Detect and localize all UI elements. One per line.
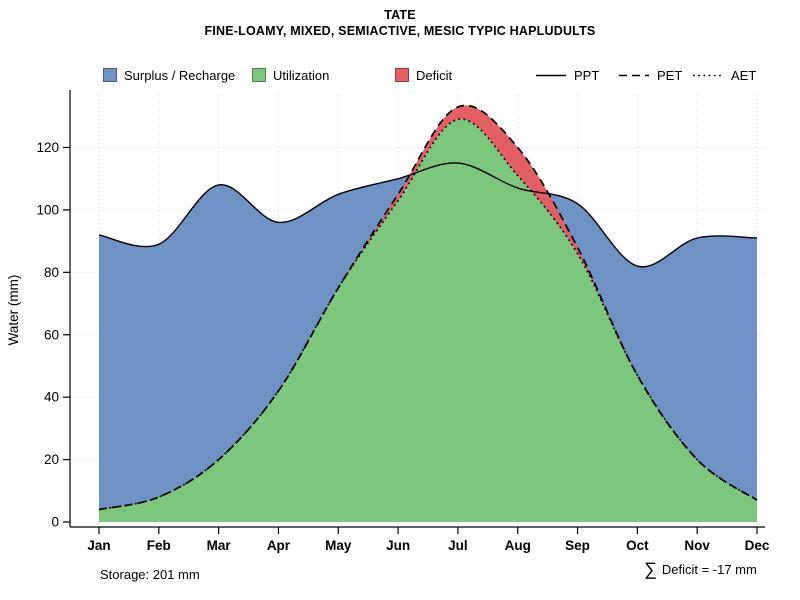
ppt-line-icon [536, 74, 566, 77]
y-tick-label: 60 [44, 327, 59, 342]
deficit-text: Deficit = -17 mm [661, 561, 757, 577]
legend-item-utilization: Utilization [252, 66, 329, 84]
x-tick-label: Jul [448, 538, 468, 553]
utilization-area [99, 119, 757, 522]
legend-item-ppt: PPT [535, 66, 599, 84]
x-tick-label: Nov [684, 538, 710, 553]
aet-line [98, 118, 758, 511]
x-tick-label: Feb [147, 538, 171, 553]
deficit-area [338, 105, 638, 376]
legend-label-pet: PET [657, 67, 683, 83]
legend-item-pet: PET [618, 66, 682, 84]
legend-label-deficit: Deficit [416, 67, 453, 83]
y-tick-label: 100 [36, 202, 59, 217]
x-tick-label: Dec [745, 538, 770, 553]
y-tick-label: 20 [44, 452, 59, 467]
page-title: TATE [384, 8, 416, 22]
x-tick-label: Oct [626, 538, 649, 553]
y-tick-label: 0 [51, 515, 59, 530]
chart-legend: Surplus / Recharge Utilization Deficit P… [0, 66, 800, 86]
legend-label-ppt: PPT [574, 67, 600, 83]
utilization-swatch-icon [252, 68, 266, 82]
y-tick-label: 80 [44, 265, 59, 280]
chart-subtitle: FINE-LOAMY, MIXED, SEMIACTIVE, MESIC TYP… [204, 24, 596, 38]
legend-item-aet: AET [692, 66, 756, 84]
x-tick-label: Apr [267, 538, 291, 553]
ppt-line [98, 162, 758, 268]
y-tick-label: 40 [44, 390, 59, 405]
legend-item-deficit: Deficit [395, 66, 452, 84]
x-tick-label: May [325, 538, 352, 553]
x-tick-label: Aug [505, 538, 531, 553]
deficit-swatch-icon [395, 68, 409, 82]
x-tick-label: Mar [207, 538, 232, 553]
deficit-annotation: ∑ Deficit = -17 mm [644, 560, 757, 578]
x-tick-label: Sep [565, 538, 590, 553]
pet-line-icon [619, 74, 649, 77]
surplus-swatch-icon [103, 68, 117, 82]
legend-item-surplus: Surplus / Recharge [103, 66, 235, 84]
legend-label-surplus: Surplus / Recharge [124, 67, 236, 83]
x-tick-label: Jan [87, 538, 110, 553]
sigma-symbol: ∑ [644, 559, 657, 579]
legend-label-aet: AET [731, 67, 757, 83]
y-tick-label: 120 [36, 140, 59, 155]
storage-annotation: Storage: 201 mm [100, 567, 200, 582]
x-tick-label: Jun [386, 538, 410, 553]
legend-label-utilization: Utilization [273, 67, 330, 83]
